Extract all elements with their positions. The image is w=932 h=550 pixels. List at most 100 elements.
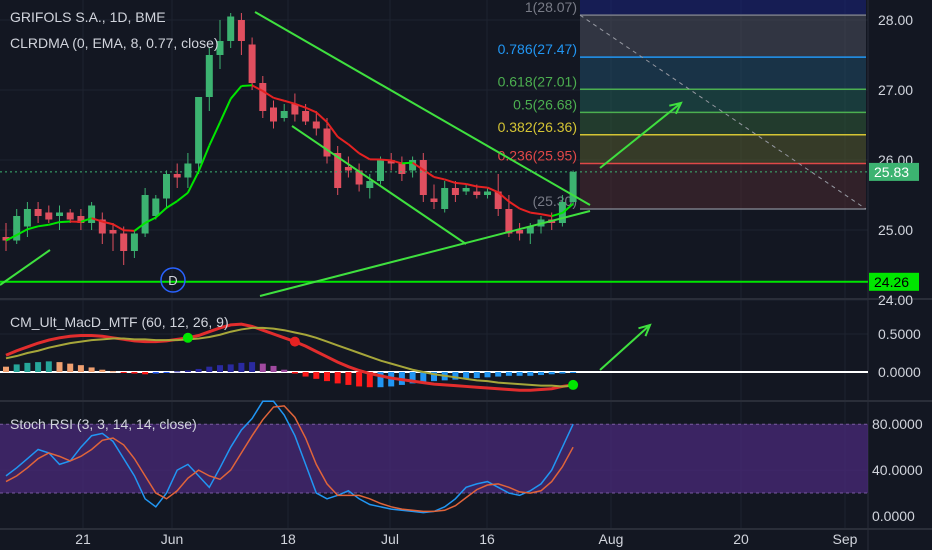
drawing-tools[interactable]: D (0, 11, 868, 371)
fib-level-label: 1(28.07) (525, 0, 577, 15)
macd-histogram-bar (238, 362, 245, 372)
price-candles (2, 13, 577, 265)
candle-body (88, 205, 96, 223)
candle-body (409, 160, 417, 171)
macd-cross-dot (182, 332, 193, 343)
ema-segment (294, 102, 306, 109)
macd-tick-label: 0.5000 (878, 326, 921, 342)
macd-histogram-bar (88, 367, 95, 372)
ema-segment (476, 185, 488, 189)
candle-body (141, 195, 149, 234)
macd-histogram-bar (184, 370, 191, 372)
macd-histogram-bar (356, 372, 363, 387)
x-tick-label: Jul (381, 531, 399, 547)
macd-histogram-bar (206, 366, 213, 372)
candle-body (56, 212, 63, 216)
ema-segment (283, 99, 296, 105)
ema-segment (530, 211, 542, 216)
macd-histogram-bar (56, 362, 63, 372)
ema-segment (91, 217, 103, 223)
ema-segment (48, 221, 60, 226)
ema-segment (16, 228, 28, 236)
macd-histogram-bar (67, 363, 74, 372)
ema-segment (508, 200, 521, 210)
x-tick-label: Jun (161, 531, 184, 547)
support-trend-line-left (0, 249, 51, 286)
macd-title: CM_Ult_MacD_MTF (60, 12, 26, 9) (10, 314, 229, 330)
candle-body (441, 188, 449, 209)
macd-histogram-bar (99, 369, 106, 372)
macd-histogram-bar (45, 361, 52, 372)
fib-zone (580, 134, 866, 164)
fib-level-label: (25.30) (533, 193, 577, 209)
candle-body (462, 188, 470, 192)
candle-body (334, 153, 342, 188)
macd-histogram-bar (484, 372, 491, 378)
candle-body (259, 83, 267, 111)
candle-body (270, 107, 277, 122)
ema-segment (5, 234, 18, 242)
ema-segment (229, 85, 243, 100)
macd-histogram-bar (281, 369, 288, 372)
ema-segment (455, 181, 467, 186)
ema-segment (59, 220, 71, 224)
ema-segment (80, 217, 92, 223)
fib-zone (580, 112, 866, 135)
candle-body (2, 237, 10, 241)
candle-body (302, 111, 310, 122)
fibonacci-retracement[interactable]: 1(28.07) 0.786(27.47) 0.618(27.01) 0.5(26.6… (498, 0, 867, 210)
macd-target-arrow (599, 324, 651, 371)
candle-body (120, 233, 128, 251)
macd-histogram-bar (142, 372, 149, 375)
macd-histogram-bar (452, 372, 459, 380)
candle-body (494, 191, 502, 209)
macd-histogram-bar (463, 372, 470, 379)
stoch-band (0, 424, 868, 494)
ema-segment (133, 222, 146, 232)
ema-segment (358, 152, 371, 161)
candle-body (569, 171, 577, 202)
candle-body (163, 174, 170, 199)
macd-histogram-bar (217, 365, 223, 372)
candle-body (398, 163, 406, 174)
ema-segment (444, 178, 456, 184)
candle-body (195, 97, 203, 164)
ema-segment (27, 225, 39, 231)
x-tick-label: 21 (75, 531, 91, 547)
ema-segment (561, 203, 574, 214)
candle-body (526, 226, 534, 234)
macd-histogram-bar (548, 372, 555, 375)
macd-histogram-bar (291, 372, 298, 374)
macd-histogram-bar (227, 364, 234, 372)
candle-body (98, 219, 106, 234)
candle-body (130, 233, 138, 251)
candle-body (248, 44, 256, 83)
macd-tick-label: 0.0000 (878, 364, 921, 380)
candle-body (23, 209, 31, 227)
ema-segment (401, 161, 413, 165)
price-tick-label: 27.00 (878, 82, 913, 98)
macd-histogram-bar (377, 372, 384, 388)
candle-body (355, 170, 363, 185)
stoch-tick-label: 0.0000 (872, 508, 915, 524)
price-target-arrow-head (669, 101, 683, 115)
macd-histogram-bar (174, 371, 181, 373)
candle-body (205, 55, 213, 97)
candle-body (505, 209, 513, 234)
macd-histogram-bar (302, 372, 309, 377)
axes-layer: 28.0027.0026.0025.0024.0025.8324.260.500… (0, 12, 923, 547)
last-price-badge: 25.83 (874, 164, 909, 180)
candle-body (45, 212, 53, 220)
fib-level-label: 0.786(27.47) (498, 41, 577, 57)
candle-body (173, 174, 181, 178)
stoch-rsi-pane (0, 400, 868, 514)
macd-histogram-bar (3, 366, 9, 372)
ema-segment (540, 213, 552, 218)
support-trend-line (259, 210, 591, 297)
price-tick-label: 28.00 (878, 12, 913, 28)
fib-level-label: 0.5(26.68) (513, 96, 577, 112)
macd-histogram-bar (313, 372, 320, 379)
macd-histogram-bar (345, 372, 352, 385)
fib-level-label: 0.236(25.95) (498, 148, 577, 164)
